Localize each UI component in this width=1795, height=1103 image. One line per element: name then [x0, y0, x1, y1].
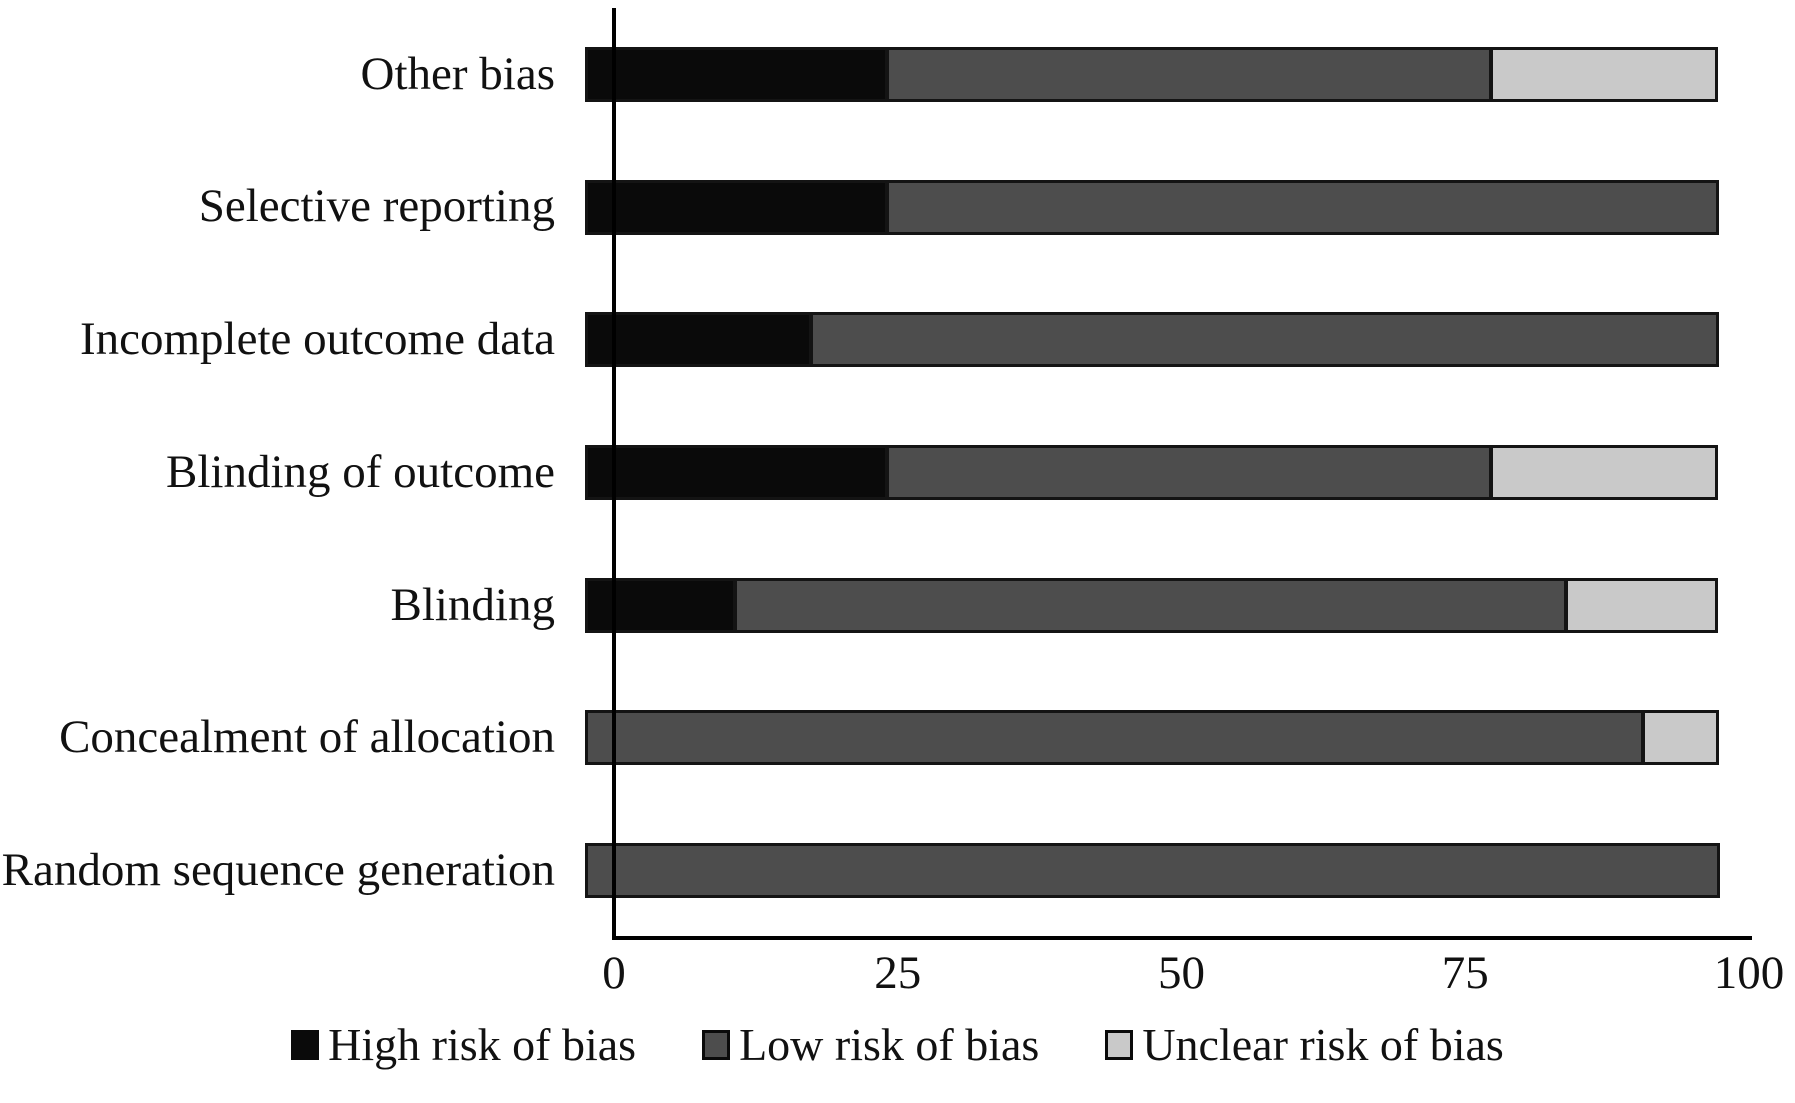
legend-swatch-icon [291, 1030, 320, 1060]
legend-swatch-icon [702, 1030, 731, 1060]
y-axis-line [612, 8, 616, 940]
chart-row: Incomplete outcome data [0, 273, 1750, 406]
bar-segment-unclear-risk-of-bias [1490, 445, 1718, 501]
chart-row: Blinding of outcome [0, 406, 1750, 539]
legend-item: Unclear risk of bias [1105, 1022, 1504, 1068]
legend-swatch-icon [1105, 1030, 1134, 1060]
legend-label: Unclear risk of bias [1142, 1019, 1504, 1070]
bar-track [585, 710, 1720, 766]
x-axis-line [612, 936, 1752, 940]
bar-track [585, 577, 1720, 633]
bar-segment-low-risk-of-bias [811, 312, 1719, 368]
category-label: Random sequence generation [1, 844, 555, 896]
legend-label: High risk of bias [328, 1019, 637, 1070]
bar-track [585, 445, 1720, 501]
bar-segment-low-risk-of-bias [585, 843, 1720, 899]
bar-track [585, 843, 1720, 899]
chart-rows: Other bias Selective reporting Incomplete … [0, 8, 1750, 937]
category-label: Incomplete outcome data [79, 313, 555, 366]
category-label: Blinding of outcome [165, 445, 555, 498]
chart-row: Blinding [0, 539, 1750, 672]
x-axis-tick-label: 0 [602, 947, 626, 999]
category-label: Selective reporting [198, 180, 555, 233]
bar-segment-high-risk-of-bias [585, 445, 889, 501]
bar-segment-low-risk-of-bias [887, 46, 1492, 102]
x-axis-tick-label: 25 [874, 947, 922, 999]
x-axis-tick-label: 50 [1158, 947, 1205, 999]
bar-segment-low-risk-of-bias [585, 710, 1644, 766]
bar-track [585, 46, 1720, 102]
category-label: Concealment of allocation [59, 711, 555, 764]
x-axis-tick-label: 75 [1441, 947, 1489, 999]
category-label: Other bias [360, 47, 555, 100]
chart-row: Selective reporting [0, 141, 1750, 274]
bar-segment-unclear-risk-of-bias [1490, 46, 1718, 102]
bar-track [585, 179, 1720, 235]
bar-segment-high-risk-of-bias [585, 46, 889, 102]
bar-segment-unclear-risk-of-bias [1642, 710, 1719, 766]
bar-segment-high-risk-of-bias [585, 179, 889, 235]
bar-segment-low-risk-of-bias [734, 577, 1567, 633]
category-label: Blinding [390, 578, 555, 631]
bar-segment-unclear-risk-of-bias [1565, 577, 1718, 633]
x-axis-ticks: 0 25 50 75 100 [602, 947, 1784, 1010]
bar-track [585, 312, 1720, 368]
chart-row: Other bias [0, 8, 1750, 141]
bar-segment-high-risk-of-bias [585, 577, 736, 633]
bar-segment-low-risk-of-bias [887, 445, 1492, 501]
chart-row: Random sequence generation [0, 804, 1750, 937]
x-axis-tick-label: 100 [1713, 947, 1785, 999]
legend-item: Low risk of bias [702, 1022, 1039, 1068]
legend-label: Low risk of bias [739, 1019, 1040, 1070]
chart-row: Concealment of allocation [0, 672, 1750, 805]
bar-segment-high-risk-of-bias [585, 312, 812, 368]
chart-legend: High risk of bias Low risk of bias Unclear… [0, 1022, 1795, 1068]
bar-segment-low-risk-of-bias [887, 179, 1719, 235]
legend-item: High risk of bias [291, 1022, 636, 1068]
